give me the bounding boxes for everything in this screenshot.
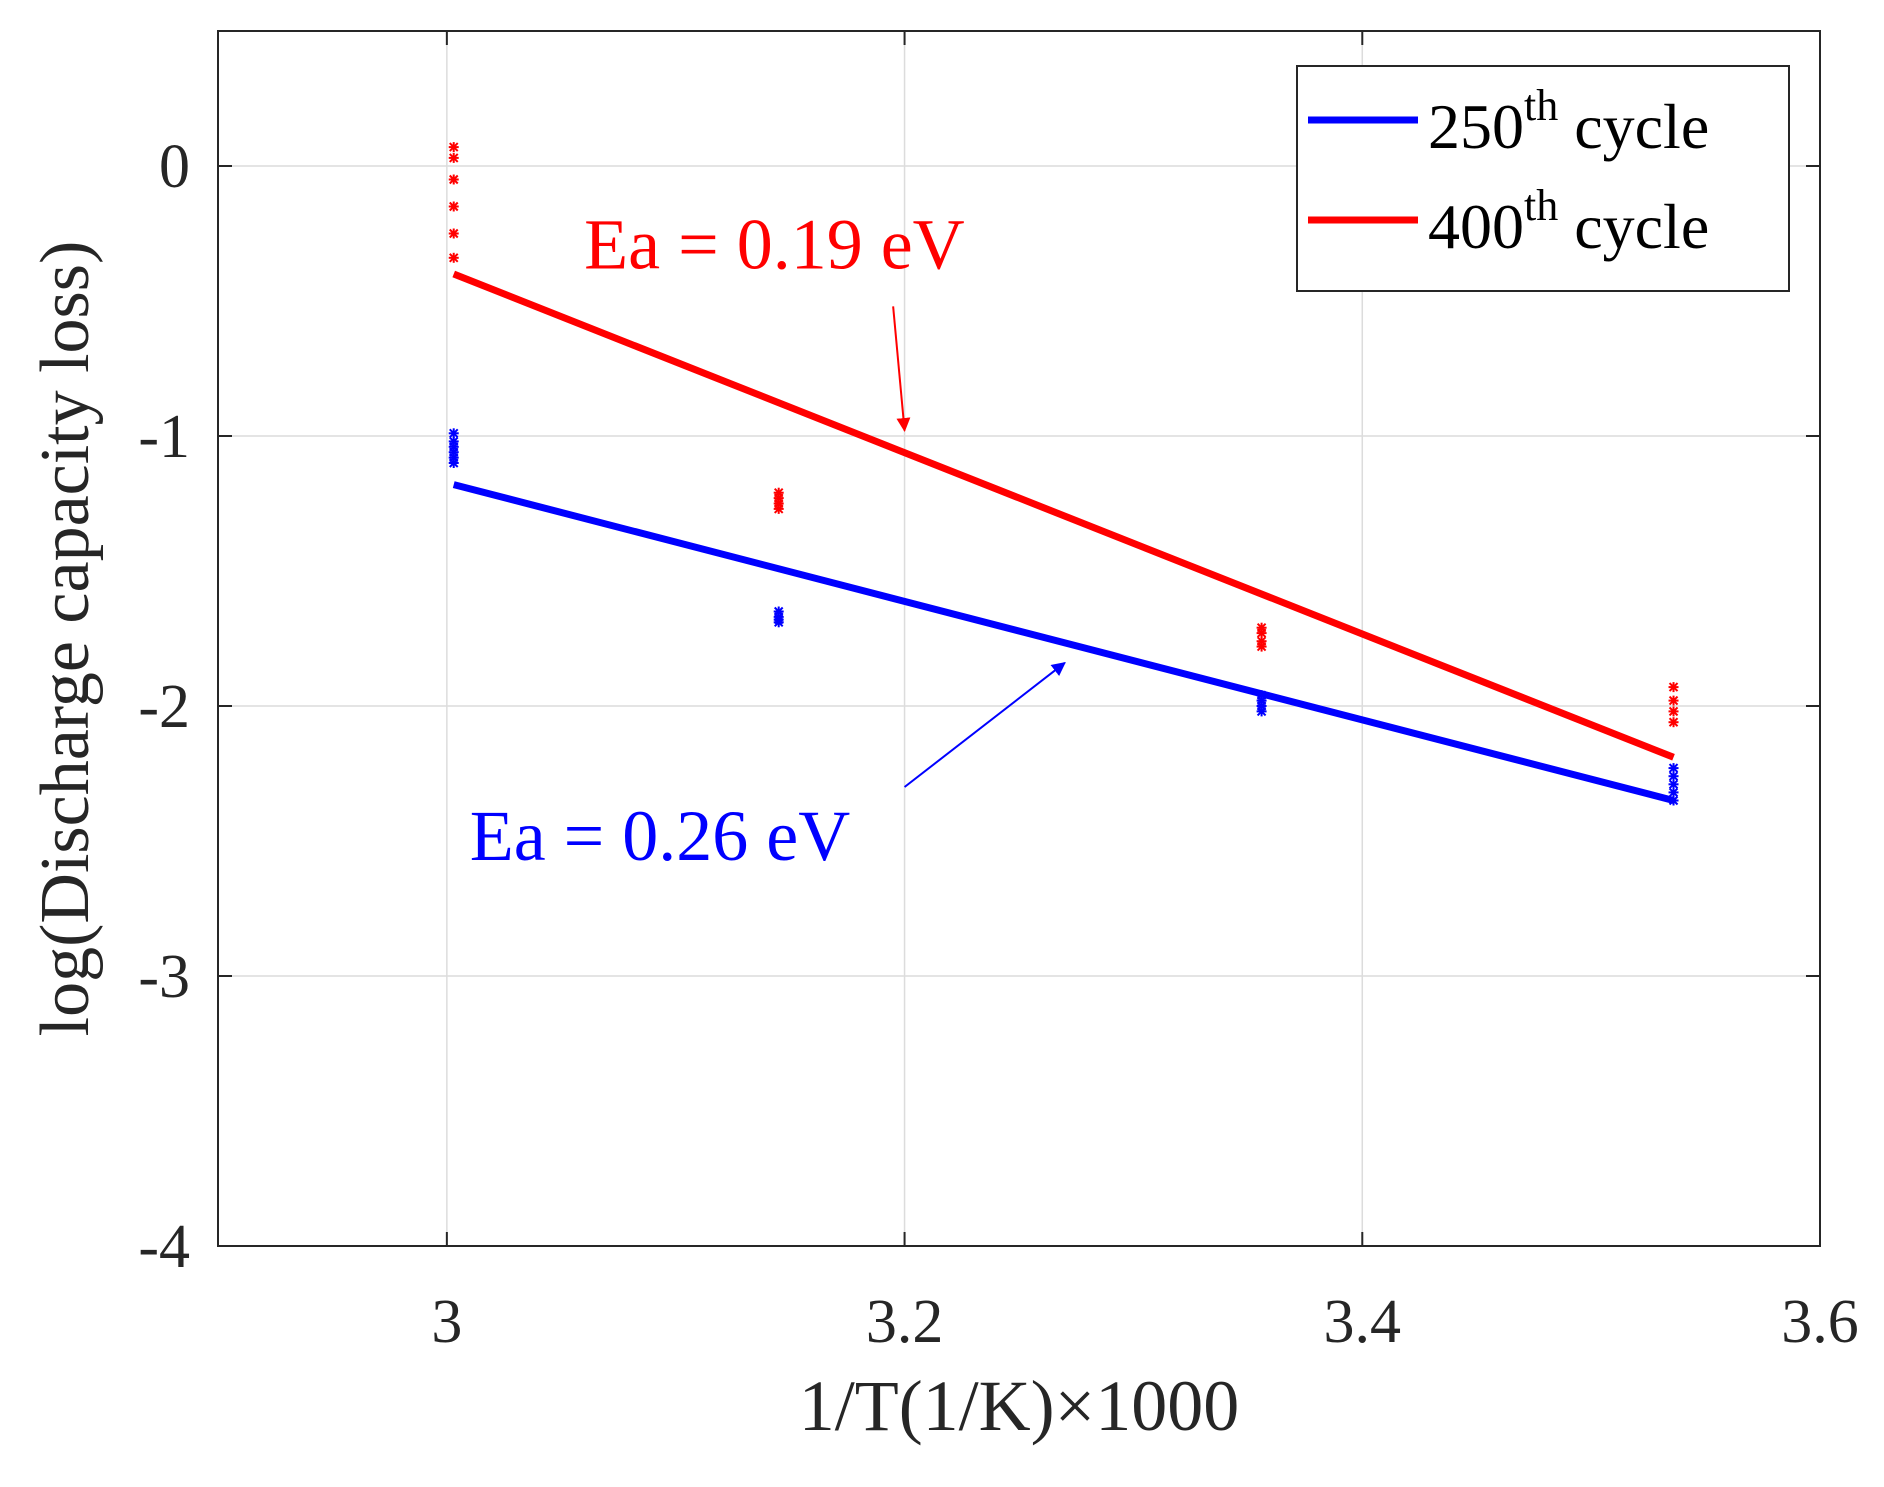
annotations: Ea = 0.19 eV Ea = 0.26 eV [470, 205, 1066, 876]
legend-box [1296, 65, 1790, 292]
legend-entry: 250th cycle [1428, 81, 1709, 162]
data-point [448, 201, 459, 212]
annotation-arrow [892, 306, 911, 432]
data-point-stroke [1668, 695, 1679, 706]
plot-frame [217, 30, 1821, 1247]
data-point [1668, 695, 1679, 706]
y-tick-label: 0 [159, 133, 190, 201]
data-point-stroke [449, 142, 459, 152]
x-axis-label: 1/T(1/K)×1000 [799, 1366, 1240, 1446]
y-tick-label: -4 [138, 1213, 190, 1281]
data-point-stroke [1256, 706, 1267, 717]
data-point-stroke [1668, 779, 1679, 790]
x-tick-label: 3 [431, 1288, 462, 1356]
data-point-stroke [1668, 787, 1679, 798]
data-point-stroke [1668, 763, 1679, 773]
data-point-stroke [1668, 717, 1679, 727]
data-point [448, 252, 459, 263]
y-tick-label: -2 [138, 673, 190, 741]
data-point-stroke [449, 174, 459, 185]
fit-lines [452, 270, 1675, 804]
data-point [1256, 706, 1267, 717]
data-point [773, 617, 784, 628]
fit-line-400th [452, 270, 1675, 761]
data-point [1668, 717, 1679, 728]
data-point [1668, 682, 1679, 693]
annotation-label: Ea = 0.19 eV [584, 205, 965, 285]
data-point-stroke [449, 253, 459, 263]
annotation-arrow [903, 661, 1066, 788]
data-point-stroke [773, 617, 784, 628]
fit-line-250th [452, 481, 1675, 804]
y-axis-label: log(Discharge capacity loss) [27, 241, 104, 1037]
data-points [448, 142, 1679, 806]
data-point [448, 142, 459, 153]
legend-entry: 400th cycle [1428, 181, 1709, 262]
data-point-stroke [449, 458, 459, 468]
data-point-stroke [773, 504, 784, 514]
data-point [1668, 795, 1679, 806]
data-point-stroke [449, 228, 459, 239]
data-point [1668, 706, 1679, 717]
data-point-stroke [449, 153, 459, 163]
data-point-stroke [1668, 682, 1679, 692]
data-point-stroke [1668, 706, 1679, 717]
annotation-label: Ea = 0.26 eV [470, 796, 851, 876]
x-tick-label: 3.2 [866, 1288, 944, 1356]
data-point-stroke [1668, 795, 1679, 806]
legend: 250th cycle 400th cycle [1296, 65, 1790, 292]
data-point-stroke [1256, 641, 1267, 652]
data-point-stroke [1256, 628, 1267, 638]
data-point-stroke [449, 201, 459, 212]
x-tick-label: 3.6 [1781, 1288, 1859, 1356]
y-tick-label: -3 [138, 943, 190, 1011]
x-tick-label: 3.4 [1324, 1288, 1402, 1356]
data-point [448, 152, 459, 163]
data-point [448, 458, 459, 468]
data-point [1256, 641, 1267, 652]
data-point [448, 228, 459, 239]
data-point [773, 503, 784, 514]
y-tick-label: -1 [138, 403, 190, 471]
data-point-stroke [1668, 771, 1679, 781]
data-point-stroke [449, 428, 459, 439]
axis-ticks: 3 3.2 3.4 3.6 0 -1 -2 -3 -4 [138, 31, 1859, 1356]
data-point [448, 174, 459, 185]
